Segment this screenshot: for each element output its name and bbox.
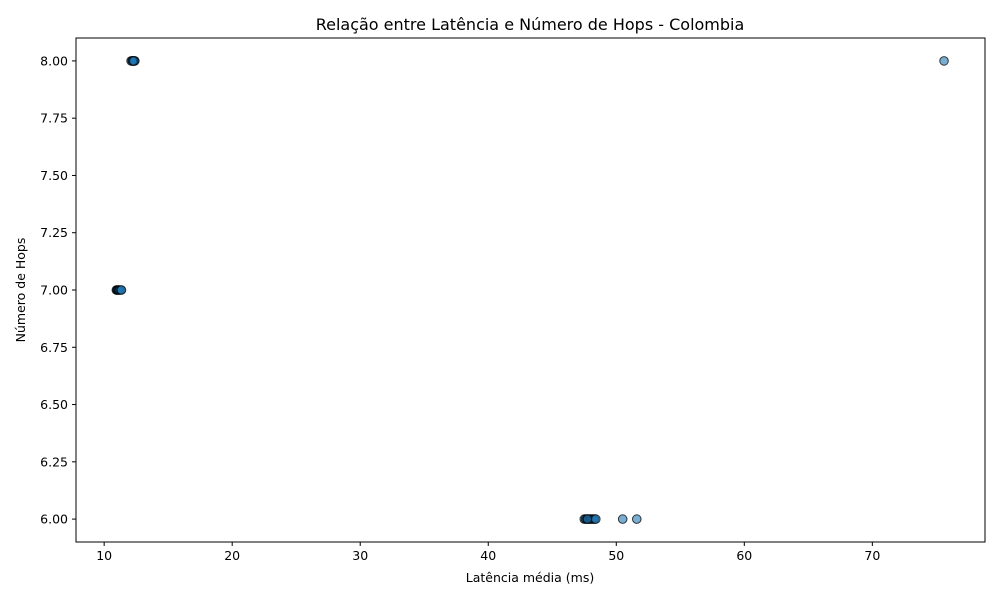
y-tick-label: 7.25 [40,225,68,240]
points-layer [111,56,949,524]
chart-title: Relação entre Latência e Número de Hops … [316,15,745,34]
y-axis-label: Número de Hops [13,238,28,343]
x-tick-label: 20 [224,548,240,563]
y-tick-label: 7.50 [40,168,68,183]
x-tick-label: 70 [864,548,880,563]
x-axis-label: Latência média (ms) [466,570,594,585]
y-tick-label: 7.00 [40,283,68,298]
x-tick-label: 30 [352,548,368,563]
data-point [939,56,949,66]
y-tick-label: 6.50 [40,397,68,412]
x-tick-label: 40 [480,548,496,563]
plot-area [75,37,986,543]
y-tick-label: 6.75 [40,340,68,355]
y-tick-label: 6.25 [40,454,68,469]
y-tick-label: 7.75 [40,111,68,126]
data-point [590,514,601,524]
y-tick-label: 8.00 [40,53,68,68]
x-tick-label: 50 [608,548,624,563]
y-tick-label: 6.00 [40,512,68,527]
x-axis: 10 20 30 40 50 60 70 [96,542,880,563]
data-point [128,56,139,66]
data-point [631,514,642,524]
y-axis: 6.00 6.25 6.50 6.75 7.00 7.25 7.50 7.75 8.00 [40,53,76,527]
x-tick-label: 10 [96,548,112,563]
x-tick-label: 60 [736,548,752,563]
data-point [617,514,628,524]
data-point [116,285,127,295]
data-point [582,514,593,524]
